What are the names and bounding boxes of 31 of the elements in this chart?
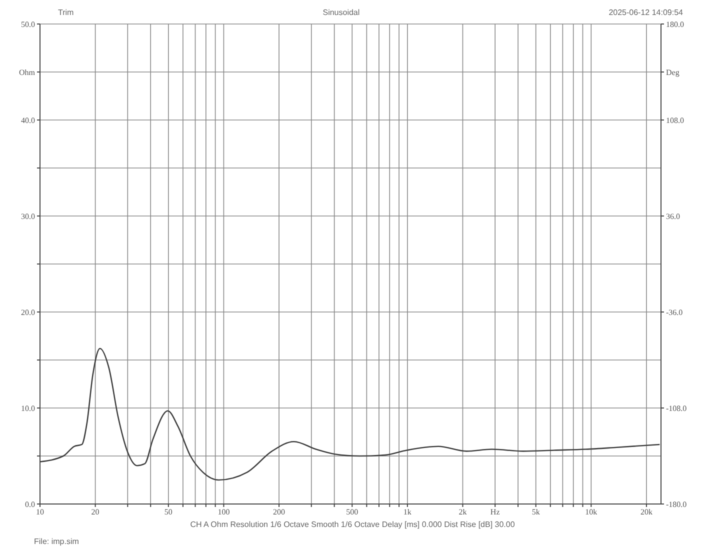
x-tick-label: 20k	[640, 508, 652, 517]
x-tick-label: 10	[36, 508, 44, 517]
x-tick-label: 20	[91, 508, 100, 517]
chart-title: Sinusoidal	[322, 8, 360, 19]
y2-tick-label: Deg	[666, 68, 680, 77]
y-tick-label: 40.0	[21, 116, 35, 125]
y2-tick-label: 180.0	[666, 20, 684, 29]
text: CH A Ohm Resolution 1/6 Octave Smooth 1/6 Octave Delay [ms] 0.000 Dist Rise [dB] 30.00	[189, 520, 516, 529]
x-tick-label: 2k	[458, 508, 467, 517]
x-tick-label: 10k	[585, 508, 598, 517]
y2-tick-label: 36.0	[666, 212, 680, 221]
y2-tick-label: -108.0	[666, 404, 687, 413]
x-tick-label: 200	[273, 508, 286, 517]
x-tick-label: Hz	[490, 508, 500, 517]
y-tick-label: 30.0	[21, 212, 35, 221]
x-tick-label: 5k	[532, 508, 540, 517]
x-tick-label: 100	[218, 508, 230, 517]
text: Trim	[58, 8, 74, 19]
y2-tick-label: 108.0	[666, 116, 684, 125]
y-tick-label: 50.0	[21, 20, 35, 29]
y-tick-label: 0.0	[25, 500, 35, 509]
y-tick-label: 20.0	[21, 308, 35, 317]
text: File: imp.sim	[33, 537, 80, 546]
x-tick-label: 50	[164, 508, 172, 517]
y2-tick-label: -180.0	[666, 500, 687, 509]
y-tick-label: Ohm	[19, 68, 36, 77]
y-tick-label: 10.0	[21, 404, 35, 413]
text: 2025-06-12 14:09:54	[608, 8, 683, 19]
x-tick-label: 500	[346, 508, 358, 517]
y2-tick-label: -36.0	[666, 308, 683, 317]
x-tick-label: 1k	[403, 508, 412, 517]
